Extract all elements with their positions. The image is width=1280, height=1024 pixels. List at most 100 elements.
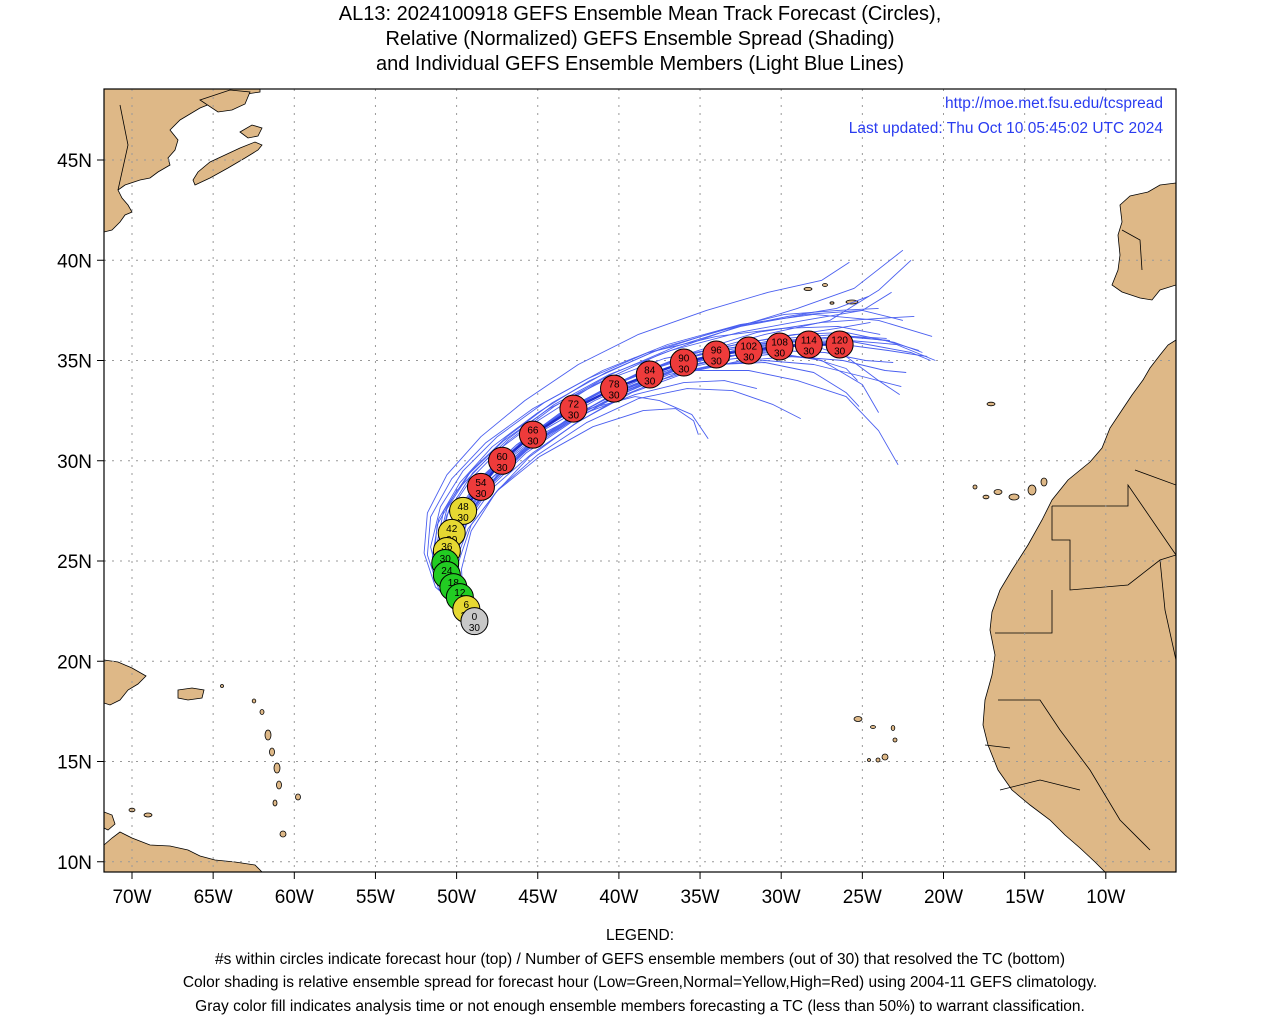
forecast-hour: 0 [472, 612, 478, 623]
forecast-circle [734, 336, 763, 365]
lon-label: 10W [1086, 887, 1125, 908]
member-count: 30 [834, 346, 846, 357]
forecast-hour: 78 [608, 380, 620, 391]
member-count: 30 [458, 513, 470, 524]
hispaniola [104, 659, 147, 706]
lon-label: 40W [599, 887, 638, 908]
member-count: 30 [678, 365, 690, 376]
forecast-circle [702, 340, 731, 369]
lat-label: 25N [57, 552, 92, 573]
member-count: 30 [469, 623, 481, 634]
canary-islands [972, 477, 1048, 501]
member-count: 30 [527, 437, 539, 448]
lon-label: 65W [194, 887, 233, 908]
south-america [104, 831, 263, 872]
newfoundland [199, 89, 251, 113]
country-borders [117, 104, 1176, 851]
madeira [986, 401, 996, 407]
iberia [1111, 182, 1176, 301]
forecast-circle [488, 446, 517, 475]
forecast-circle [460, 607, 489, 636]
title-line-1: AL13: 2024100918 GEFS Ensemble Mean Trac… [338, 3, 942, 25]
member-track [426, 325, 881, 618]
lat-label: 20N [57, 652, 92, 673]
source-url[interactable]: http://moe.met.fsu.edu/tcspread [945, 95, 1163, 112]
lat-label: 40N [57, 251, 92, 272]
forecast-hour: 24 [441, 566, 453, 577]
legend: LEGEND: #s within circles indicate forec… [0, 924, 1280, 1018]
member-track [423, 261, 850, 618]
member-count: 30 [568, 411, 580, 422]
lon-label: 70W [112, 887, 151, 908]
forecast-hour: 90 [678, 354, 690, 365]
forecast-hour: 108 [771, 337, 788, 348]
plot-frame [103, 88, 1177, 873]
venezuela-coast [104, 811, 116, 831]
africa-coast [982, 339, 1176, 872]
forecast-hour: 42 [446, 524, 458, 535]
member-count: 30 [803, 346, 815, 357]
title-line-2: Relative (Normalized) GEFS Ensemble Spre… [385, 28, 895, 50]
lon-label: 30W [762, 887, 801, 908]
forecast-circle [635, 360, 664, 389]
land-layer [104, 89, 1176, 872]
member-count: 30 [496, 463, 508, 474]
legend-heading: LEGEND: [605, 927, 675, 944]
nova-scotia [192, 141, 263, 186]
forecast-circle [600, 374, 629, 403]
forecast-circle [559, 394, 588, 423]
forecast-hour: 12 [454, 588, 466, 599]
lat-label: 35N [57, 352, 92, 373]
member-count: 30 [711, 356, 723, 367]
lat-label: 45N [57, 151, 92, 172]
forecast-hour: 60 [496, 452, 508, 463]
cape-verde [853, 716, 898, 763]
forecast-circle [449, 496, 478, 525]
member-count: 30 [774, 348, 786, 359]
title-line-3: and Individual GEFS Ensemble Members (Li… [375, 53, 905, 75]
forecast-hour: 114 [801, 335, 817, 346]
legend-line-1: #s within circles indicate forecast hour… [215, 950, 1065, 968]
chart-title: AL13: 2024100918 GEFS Ensemble Mean Trac… [0, 2, 1280, 77]
puerto-rico [177, 687, 205, 701]
forecast-circle [794, 330, 823, 359]
lon-label: 45W [518, 887, 557, 908]
forecast-circle [518, 420, 547, 449]
forecast-hour: 120 [831, 335, 848, 346]
forecast-hour: 66 [527, 426, 539, 437]
member-count: 30 [475, 489, 487, 500]
cape-breton [239, 124, 263, 139]
forecast-circles: 1203011430108301023096309030843078307230… [431, 330, 854, 636]
forecast-circle [765, 332, 794, 361]
lon-label: 20W [924, 887, 963, 908]
last-updated: Last updated: Thu Oct 10 05:45:02 UTC 20… [849, 120, 1164, 137]
lat-label: 30N [57, 452, 92, 473]
member-count: 30 [608, 391, 620, 402]
lat-lon-grid [104, 89, 1176, 872]
longitude-labels: 70W 65W 60W 55W 50W 45W 40W 35W 30W 25W 20W 15W 10W [112, 887, 1125, 908]
forecast-hour: 96 [711, 345, 723, 356]
legend-line-2: Color shading is relative ensemble sprea… [182, 974, 1098, 991]
forecast-hour: 6 [464, 600, 470, 611]
forecast-hour: 18 [448, 578, 460, 589]
forecast-hour: 54 [475, 478, 487, 489]
lat-label: 15N [57, 753, 92, 774]
member-track [431, 307, 879, 620]
legend-line-3: Gray color fill indicates analysis time … [195, 997, 1085, 1015]
azores [803, 283, 859, 305]
forecast-hour: 102 [740, 341, 757, 352]
latitude-labels: 45N 40N 35N 30N 25N 20N 15N 10N [57, 151, 92, 874]
member-count: 30 [644, 377, 656, 388]
forecast-hour: 72 [568, 400, 580, 411]
